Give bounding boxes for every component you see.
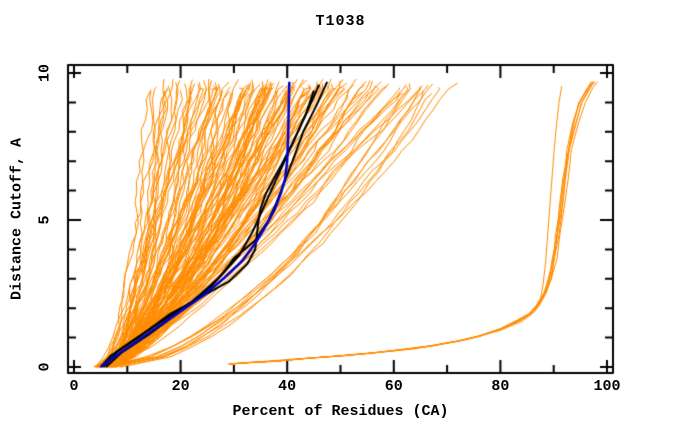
x-tick-label: 100 bbox=[593, 378, 621, 395]
y-tick-label: 5 bbox=[36, 215, 54, 225]
x-tick-label: 20 bbox=[171, 378, 190, 395]
y-tick-label: 0 bbox=[36, 362, 54, 372]
x-tick-label: 80 bbox=[491, 378, 510, 395]
y-tick-label: 10 bbox=[36, 63, 54, 83]
x-tick-label: 40 bbox=[278, 378, 297, 395]
x-axis-label: Percent of Residues (CA) bbox=[232, 403, 449, 420]
x-tick-label: 0 bbox=[69, 378, 79, 395]
y-axis-label: Distance Cutoff, A bbox=[8, 137, 26, 301]
chart-title: T1038 bbox=[315, 13, 366, 30]
x-tick-label: 60 bbox=[384, 378, 403, 395]
